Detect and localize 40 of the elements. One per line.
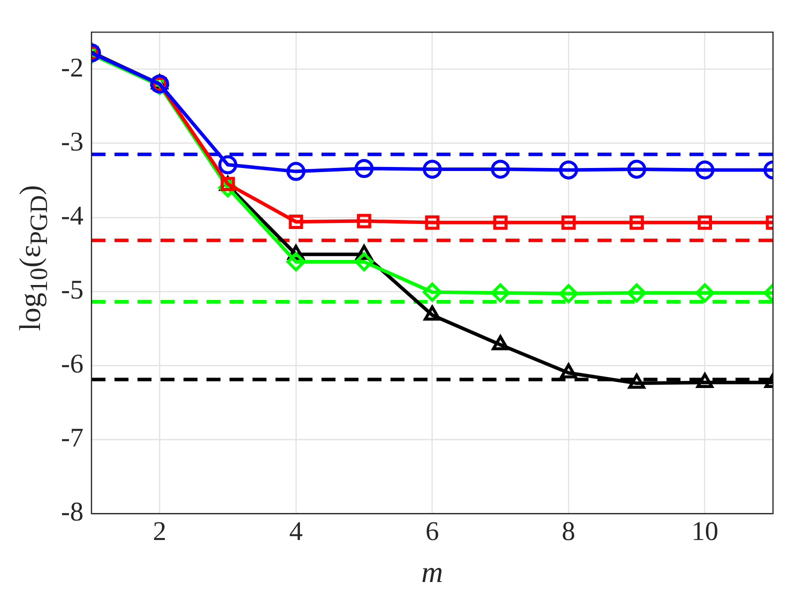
point [354, 158, 374, 178]
point [356, 214, 372, 228]
point [425, 215, 440, 230]
point [695, 160, 714, 180]
point [695, 283, 714, 302]
point [422, 160, 442, 179]
point [424, 306, 441, 321]
y-tick-label: -2 [60, 52, 84, 82]
point [627, 160, 646, 179]
point [560, 363, 577, 378]
y-tick-label: -4 [60, 200, 84, 230]
x-tick-label: 6 [425, 516, 439, 546]
y-tick-label: -5 [60, 274, 84, 305]
point [559, 160, 578, 180]
point [354, 252, 374, 272]
point [286, 162, 306, 181]
point [698, 215, 712, 230]
point [493, 215, 508, 230]
point [286, 252, 306, 272]
point [630, 215, 644, 230]
point [561, 215, 576, 230]
point [628, 374, 646, 389]
x-axis-title: m [421, 556, 444, 589]
x-tick-label: 4 [289, 516, 304, 546]
y-tick-label: -7 [60, 422, 84, 453]
x-tick-label: 2 [152, 516, 166, 546]
x-tick-label: 10 [691, 516, 718, 546]
point [492, 335, 509, 350]
y-tick-label: -8 [60, 496, 84, 527]
point [288, 214, 304, 229]
point [218, 155, 238, 174]
x-tick-label: 8 [562, 516, 576, 546]
y-tick-label: -6 [60, 348, 84, 379]
point [490, 160, 510, 179]
point [559, 284, 578, 304]
point [422, 282, 442, 302]
point [627, 283, 646, 302]
point [490, 283, 510, 302]
point [696, 373, 714, 388]
y-tick-label: -3 [60, 126, 84, 156]
